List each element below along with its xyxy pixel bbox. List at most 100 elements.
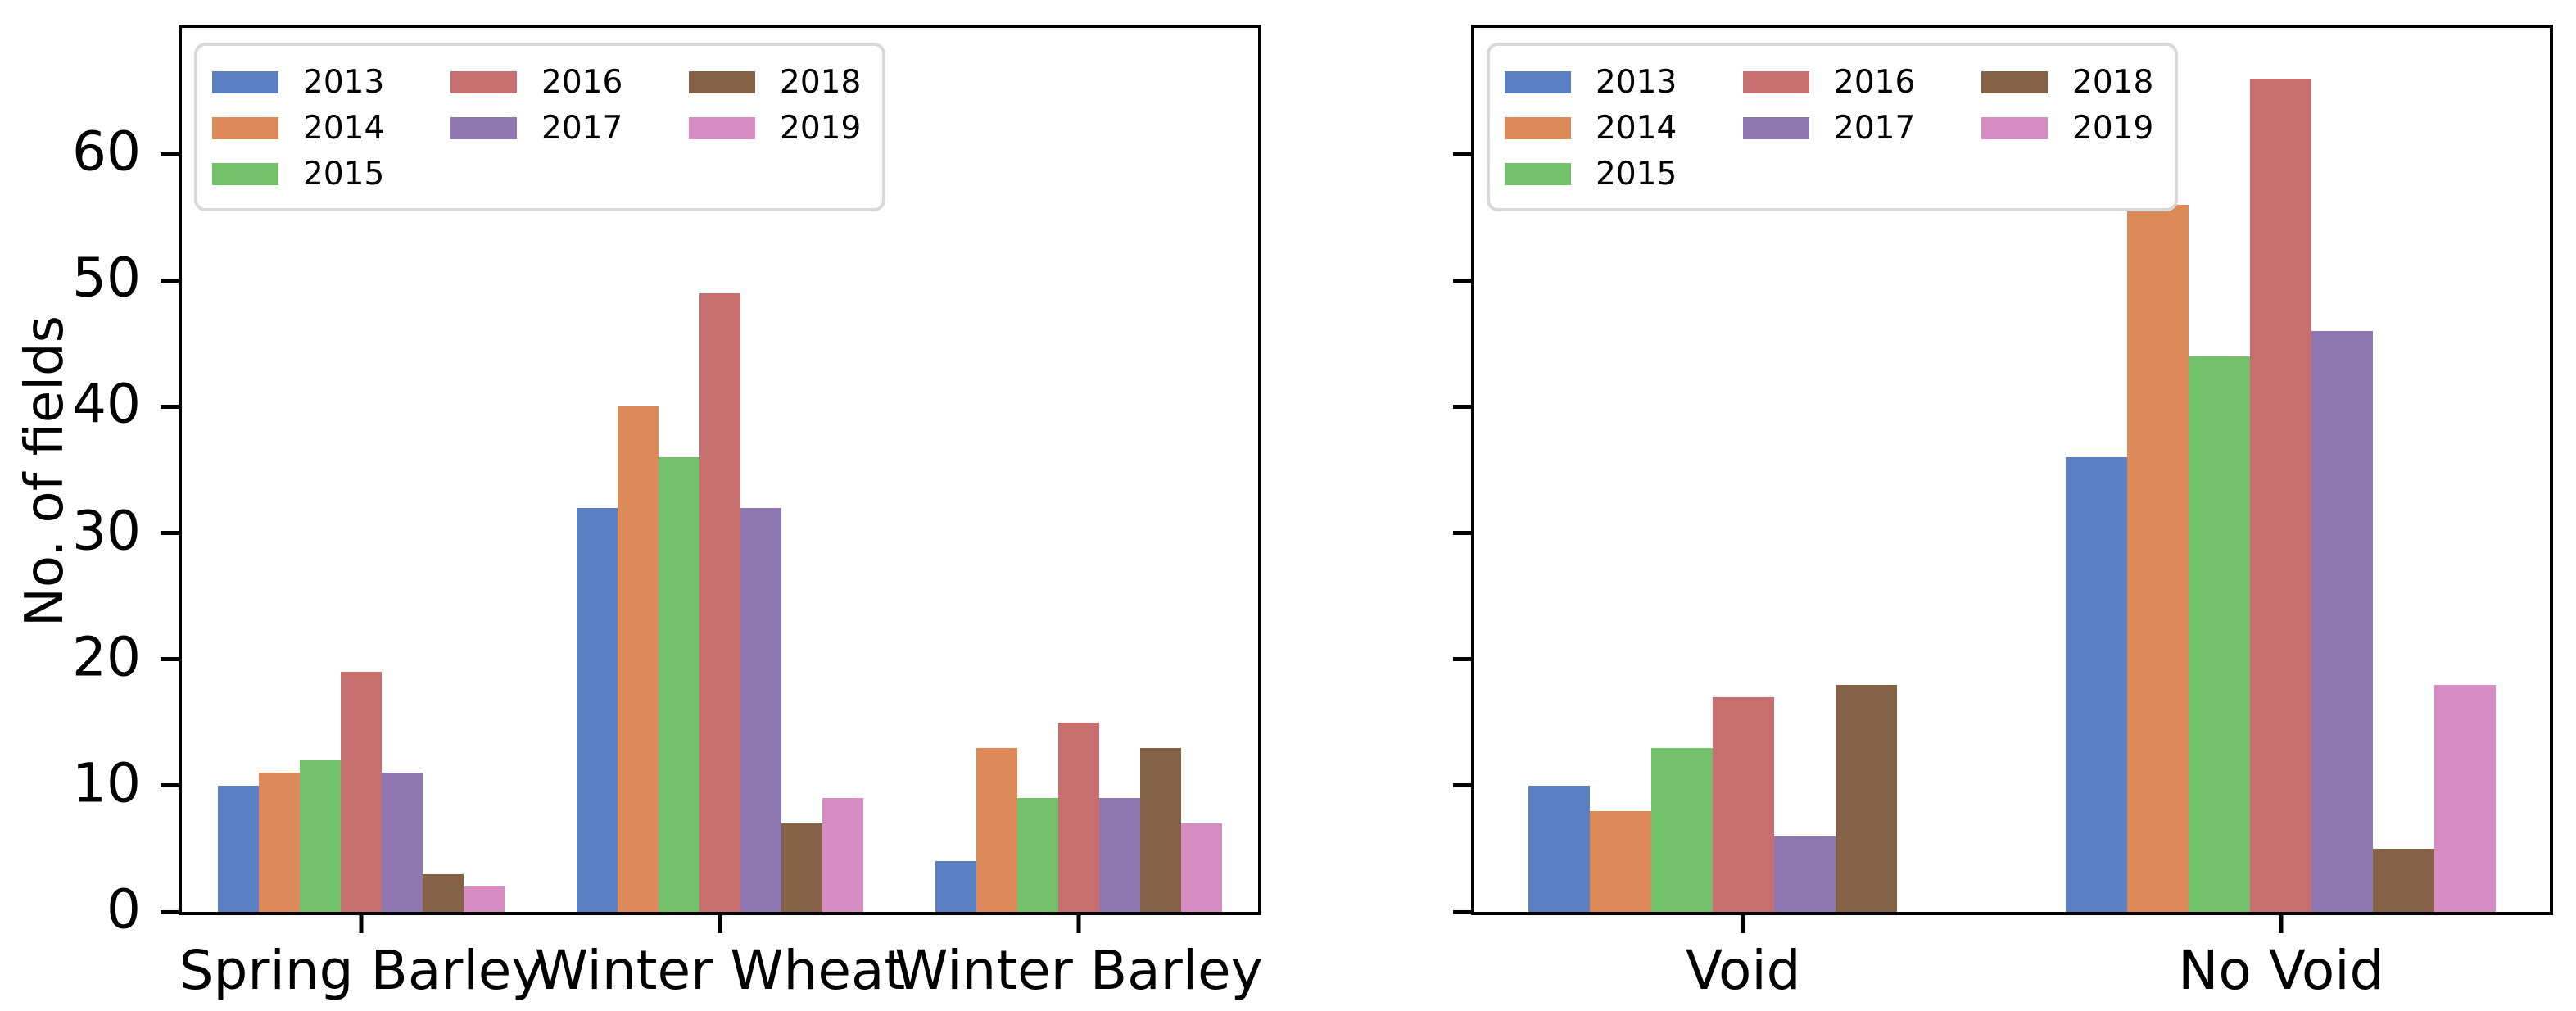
bar-2018-winter-barley — [1140, 747, 1182, 912]
legend-swatch-2015 — [1505, 162, 1571, 185]
legend-column: 2018 2019 — [689, 59, 861, 151]
bar-2015-no-void — [2189, 356, 2251, 912]
x-tick — [1741, 915, 1745, 933]
legend-column: 2016 2017 — [450, 59, 689, 151]
bar-2015-spring-barley — [299, 760, 341, 912]
bar-2013-void — [1528, 785, 1590, 912]
bar-2014-no-void — [2127, 204, 2189, 912]
legend-column: 2016 2017 — [1743, 59, 1981, 151]
y-tick — [1453, 152, 1471, 156]
legend-swatch-2013 — [212, 70, 278, 93]
left-chart-axes: Spring Barley Winter Wheat Winter Barley 0 1… — [72, 25, 1263, 1000]
legend-label: 2015 — [303, 155, 385, 193]
bar-2015-void — [1650, 747, 1713, 912]
bar-2016-winter-barley — [1057, 722, 1100, 912]
y-tick — [161, 404, 179, 409]
right-chart-legend: 2013 2014 2015 2016 2017 2018 2019 — [1487, 43, 2179, 211]
legend-label: 2019 — [2072, 109, 2154, 147]
y-tick — [1453, 404, 1471, 409]
bar-2017-void — [1773, 836, 1836, 912]
legend-item-2015: 2015 — [1505, 151, 1743, 197]
bar-2013-spring-barley — [217, 785, 259, 912]
y-tick — [1453, 657, 1471, 662]
y-tick — [161, 531, 179, 536]
legend-item-2017: 2017 — [1743, 105, 1981, 151]
legend-item-2019: 2019 — [689, 105, 861, 151]
bar-2019-no-void — [2434, 684, 2497, 912]
legend-label: 2017 — [541, 109, 623, 147]
legend-label: 2018 — [2072, 63, 2154, 101]
legend-swatch-2019 — [689, 116, 755, 139]
x-tick-label-winter-wheat: Winter Wheat — [534, 939, 906, 1002]
legend-swatch-2016 — [450, 70, 517, 93]
legend-swatch-2015 — [212, 162, 278, 185]
y-tick — [161, 909, 179, 914]
bar-2016-void — [1712, 696, 1774, 912]
bar-2013-no-void — [2066, 457, 2128, 912]
y-tick — [161, 152, 179, 156]
legend-column: 2013 2014 2015 — [1505, 59, 1743, 197]
x-tick — [359, 915, 364, 933]
legend-swatch-2017 — [450, 116, 517, 139]
bar-2013-winter-wheat — [576, 507, 618, 912]
bar-2016-spring-barley — [340, 672, 383, 912]
legend-swatch-2018 — [689, 70, 755, 93]
legend-label: 2014 — [1596, 109, 1677, 147]
legend-swatch-2017 — [1743, 116, 1809, 139]
right-chart-axes: Void No Void 2013 2014 2015 2016 2017 2018 2019 — [1453, 25, 2553, 1000]
legend-item-2016: 2016 — [450, 59, 689, 105]
legend-swatch-2014 — [1505, 116, 1571, 139]
bar-2014-winter-wheat — [617, 406, 659, 912]
y-tick — [161, 783, 179, 788]
legend-item-2013: 2013 — [1505, 59, 1743, 105]
bar-2017-winter-wheat — [740, 507, 782, 912]
bar-2019-winter-barley — [1181, 823, 1223, 912]
legend-label: 2017 — [1834, 109, 1916, 147]
bar-2015-winter-barley — [1016, 798, 1058, 912]
right-chart-plot-area: Void No Void — [1453, 28, 2550, 1000]
bar-2019-winter-wheat — [822, 798, 864, 912]
y-axis-label: No. of fields — [15, 315, 75, 628]
bar-2016-no-void — [2250, 78, 2312, 912]
bar-2017-winter-barley — [1099, 798, 1141, 912]
legend-label: 2016 — [1834, 63, 1916, 101]
legend-label: 2018 — [780, 63, 862, 101]
x-tick — [1076, 915, 1081, 933]
bar-2013-winter-barley — [935, 861, 976, 912]
y-tick — [161, 657, 179, 662]
bar-2018-no-void — [2373, 848, 2435, 912]
x-tick-label-void: Void — [1685, 939, 1801, 1002]
bar-2016-winter-wheat — [699, 292, 741, 912]
legend-item-2018: 2018 — [689, 59, 861, 105]
x-tick — [718, 915, 722, 933]
y-tick-label: 40 — [72, 372, 141, 436]
legend-swatch-2019 — [1981, 116, 2048, 139]
legend-item-2014: 2014 — [1505, 105, 1743, 151]
bar-2017-spring-barley — [382, 773, 423, 912]
bar-2018-winter-wheat — [781, 823, 823, 912]
y-tick — [1453, 531, 1471, 536]
legend-item-2014: 2014 — [212, 105, 450, 151]
bar-2017-no-void — [2311, 330, 2374, 912]
bar-2014-spring-barley — [258, 773, 300, 912]
legend-column: 2018 2019 — [1981, 59, 2153, 151]
legend-label: 2014 — [303, 109, 385, 147]
legend-column: 2013 2014 2015 — [212, 59, 450, 197]
y-tick-label: 20 — [72, 625, 141, 689]
legend-item-2017: 2017 — [450, 105, 689, 151]
y-tick-label: 60 — [72, 120, 141, 184]
legend-swatch-2014 — [212, 116, 278, 139]
y-tick-label: 30 — [72, 498, 141, 562]
x-tick-label-no-void: No Void — [2178, 939, 2384, 1002]
y-tick — [1453, 783, 1471, 788]
legend-label: 2013 — [1596, 63, 1677, 101]
legend-item-2016: 2016 — [1743, 59, 1981, 105]
y-tick — [1453, 278, 1471, 283]
x-tick — [2279, 915, 2284, 933]
y-tick — [161, 278, 179, 283]
left-chart-plot-area: Spring Barley Winter Wheat Winter Barley 0 1… — [72, 28, 1263, 1000]
x-tick-label-winter-barley: Winter Barley — [894, 939, 1263, 1002]
bar-2014-void — [1589, 810, 1651, 912]
legend-label: 2015 — [1596, 155, 1677, 193]
